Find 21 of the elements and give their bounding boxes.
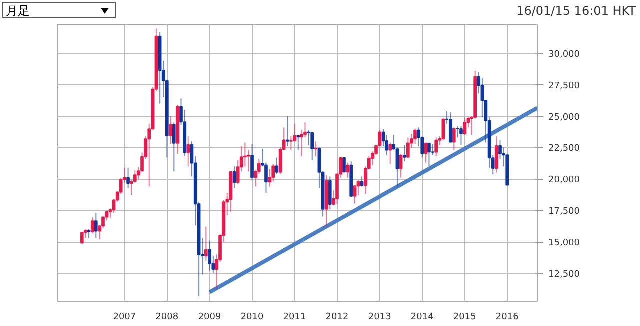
- x-tick-label: 2007: [113, 312, 136, 322]
- text: 16/01/15 16:01 HKT: [516, 3, 636, 20]
- y-tick-label: 20,000: [548, 176, 580, 186]
- x-tick-label: 2014: [410, 312, 434, 322]
- x-tick-label: 2010: [240, 312, 264, 322]
- x-tick-label: 2009: [198, 312, 222, 322]
- x-tick-label: 2015: [453, 312, 476, 322]
- y-tick-label: 25,000: [548, 112, 580, 123]
- y-tick-label: 22,500: [548, 144, 580, 154]
- y-tick-label: 15,000: [548, 238, 580, 249]
- x-tick-label: 2008: [156, 312, 179, 322]
- x-tick-label: 2016: [496, 312, 520, 322]
- candlestick: [342, 157, 346, 174]
- y-tick-label: 17,500: [548, 207, 580, 218]
- x-tick-label: 2012: [326, 312, 349, 322]
- y-tick-label: 30,000: [548, 50, 580, 60]
- x-tick-label: 2011: [283, 312, 306, 322]
- text: 月足: [6, 3, 30, 20]
- y-tick-label: 12,500: [548, 270, 580, 280]
- y-tick-label: 27,500: [548, 81, 580, 92]
- x-tick-label: 2013: [368, 312, 392, 322]
